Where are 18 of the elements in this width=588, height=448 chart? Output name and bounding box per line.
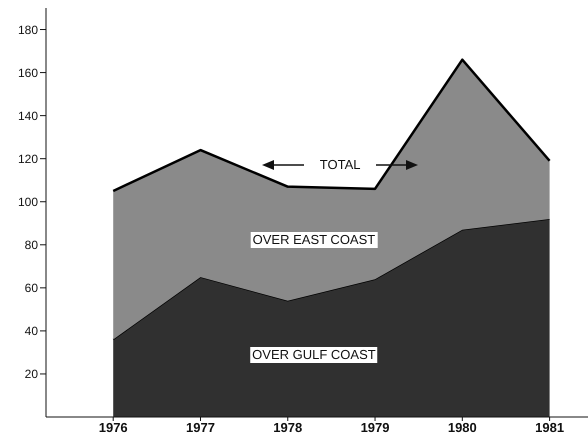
y-tick-label: 100 — [18, 194, 38, 209]
y-tick-label: 40 — [24, 324, 38, 338]
x-tick-label: 1977 — [186, 420, 215, 436]
y-tick-label: 180 — [18, 22, 38, 37]
x-tick-label: 1979 — [360, 420, 390, 436]
annotation: TOTAL — [320, 157, 360, 174]
x-tick-label: 1980 — [448, 420, 477, 436]
y-tick-label: 140 — [18, 108, 38, 123]
series-label: OVER GULF COAST — [250, 346, 378, 363]
series-label: OVER EAST COAST — [250, 232, 378, 248]
y-tick-label: 160 — [18, 66, 38, 80]
x-tick-label: 1976 — [98, 420, 128, 436]
y-tick-label: 80 — [24, 238, 38, 252]
x-tick-label: 1978 — [273, 420, 302, 436]
y-tick-label: 120 — [18, 152, 38, 166]
y-tick-label: 20 — [24, 367, 38, 382]
y-tick-label: 60 — [24, 281, 38, 296]
x-tick-label: 1981 — [535, 420, 564, 436]
